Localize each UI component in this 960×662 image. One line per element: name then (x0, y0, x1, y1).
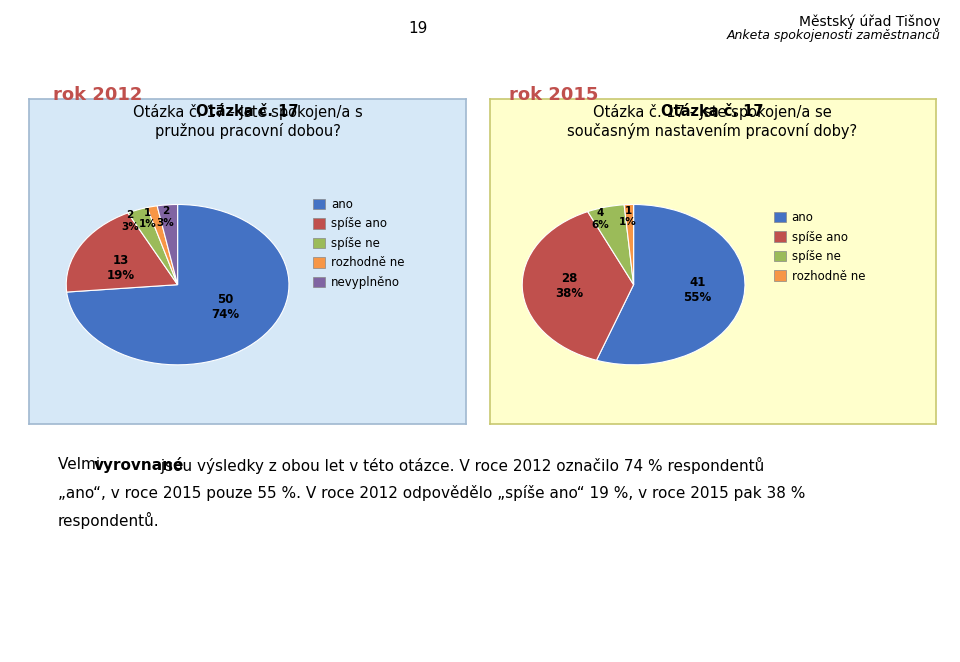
Text: 1
1%: 1 1% (619, 206, 636, 228)
Text: 1
1%: 1 1% (138, 208, 156, 229)
Text: respondentů.: respondentů. (58, 512, 159, 530)
Wedge shape (588, 205, 634, 285)
Wedge shape (66, 213, 178, 292)
Text: jsou výsledky z obou let v této otázce. V roce 2012 označilo 74 % respondentů: jsou výsledky z obou let v této otázce. … (156, 457, 765, 474)
Text: Otázka č. 17: Otázka č. 17 (661, 104, 763, 119)
Text: 28
38%: 28 38% (555, 272, 583, 300)
Wedge shape (596, 205, 745, 365)
Text: 41
55%: 41 55% (684, 276, 711, 305)
Text: 2
3%: 2 3% (121, 211, 139, 232)
Text: Anketa spokojenosti zaměstnanců: Anketa spokojenosti zaměstnanců (727, 28, 941, 42)
Text: 2
3%: 2 3% (156, 206, 175, 228)
Text: Otázka č. 17: Otázka č. 17 (197, 104, 299, 119)
Text: 4
6%: 4 6% (591, 208, 610, 230)
Legend: ano, spíše ano, spíše ne, rozhodně ne, nevyplněno: ano, spíše ano, spíše ne, rozhodně ne, n… (313, 198, 404, 289)
Wedge shape (128, 208, 178, 285)
Text: rok 2015: rok 2015 (509, 86, 598, 104)
Text: vyrovnané: vyrovnané (94, 457, 184, 473)
Text: 19: 19 (408, 21, 427, 36)
Wedge shape (624, 205, 634, 285)
Wedge shape (147, 206, 178, 285)
Legend: ano, spíše ano, spíše ne, rozhodně ne: ano, spíše ano, spíše ne, rozhodně ne (774, 211, 865, 283)
Text: Městský úřad Tišnov: Městský úřad Tišnov (800, 15, 941, 29)
Text: rok 2012: rok 2012 (53, 86, 142, 104)
Text: 50
74%: 50 74% (211, 293, 239, 321)
Text: Otázka č. 17 - Jste spokojen/a se
současným nastavením pracovní doby?: Otázka č. 17 - Jste spokojen/a se součas… (567, 104, 857, 138)
Wedge shape (522, 212, 634, 360)
Text: 13
19%: 13 19% (108, 254, 135, 283)
Wedge shape (157, 205, 178, 285)
Text: Otázka č. 17 - Jste spokojen/a s
pružnou pracovní dobou?: Otázka č. 17 - Jste spokojen/a s pružnou… (132, 104, 363, 138)
Text: „ano“, v roce 2015 pouze 55 %. V roce 2012 odpovědělo „spíše ano“ 19 %, v roce 2: „ano“, v roce 2015 pouze 55 %. V roce 20… (58, 485, 805, 500)
Text: Velmi: Velmi (58, 457, 105, 472)
Wedge shape (66, 205, 289, 365)
